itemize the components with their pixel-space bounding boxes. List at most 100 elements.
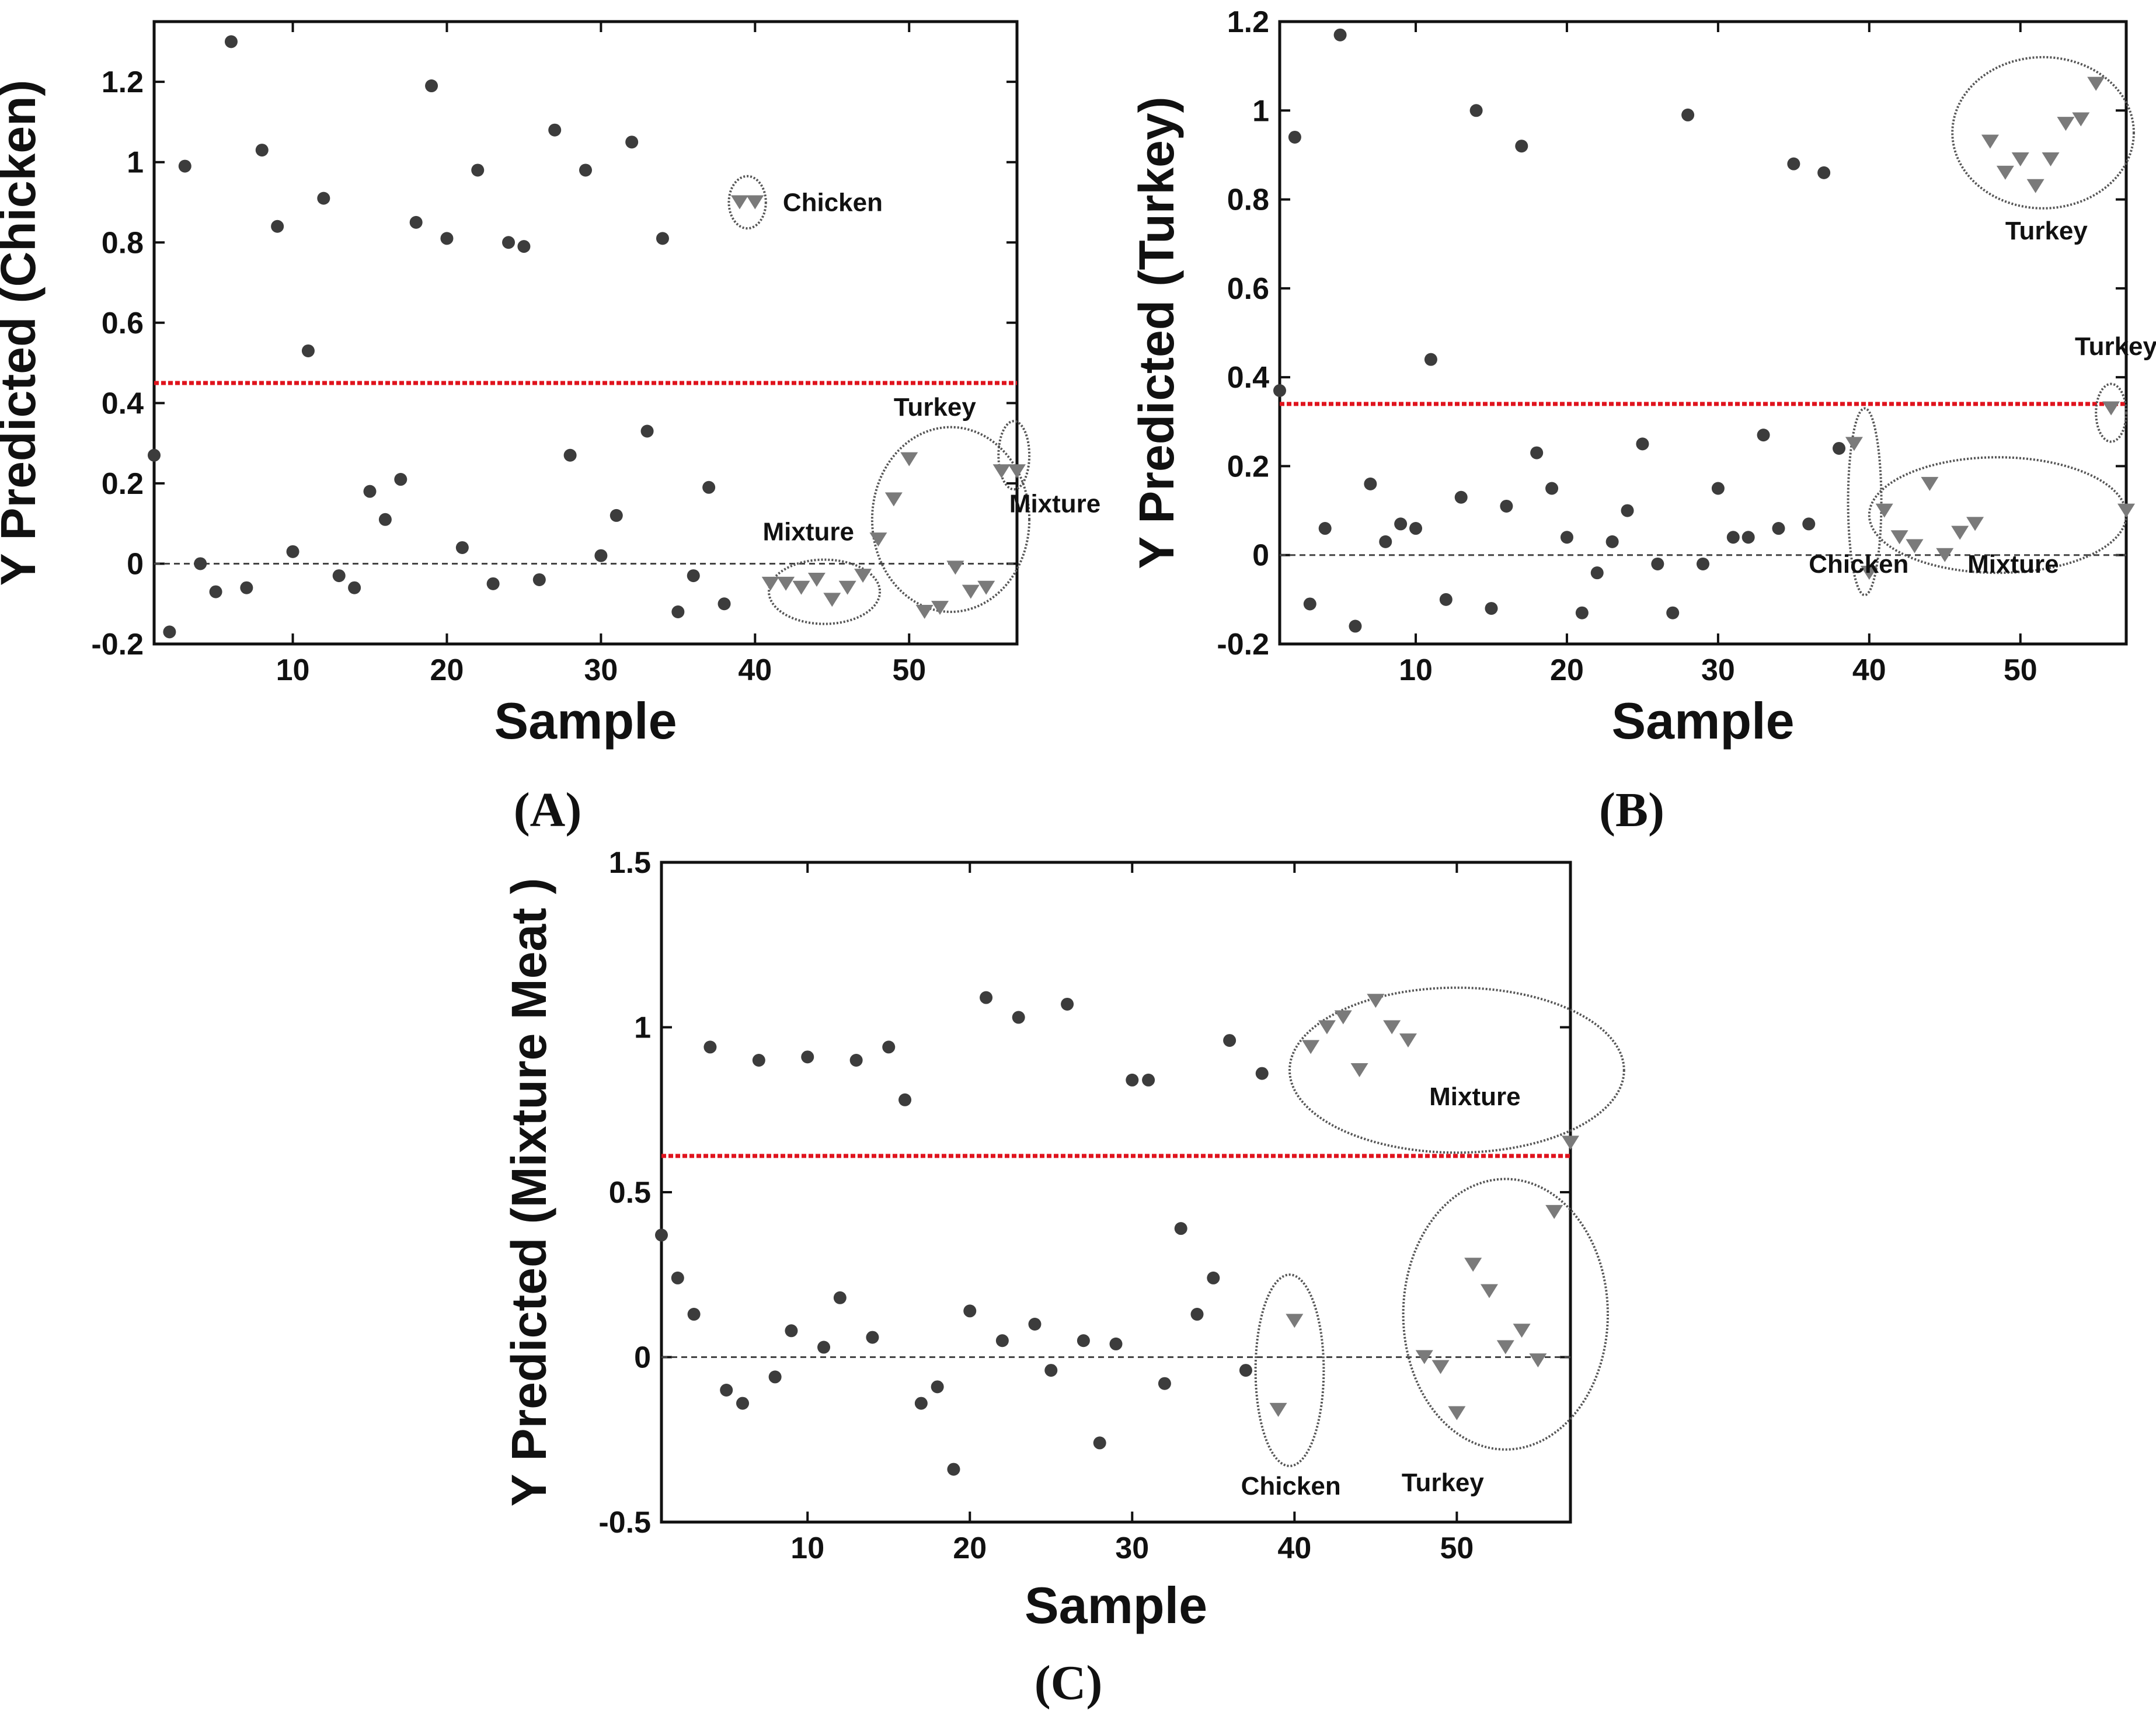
- group-label: Chicken: [1809, 550, 1908, 579]
- y-tick-label: -0.2: [1217, 628, 1269, 661]
- y-tick-label: 0.4: [102, 387, 144, 420]
- x-tick-label: 30: [1701, 653, 1735, 687]
- y-tick-label: 1: [1252, 94, 1269, 128]
- data-point-circle: [486, 577, 500, 590]
- data-point-triangle: [1875, 503, 1893, 518]
- data-point-circle: [255, 144, 269, 157]
- group-ellipse: [2095, 382, 2128, 443]
- data-point-triangle: [1981, 134, 1999, 149]
- data-point-circle: [687, 1308, 701, 1321]
- y-tick-label: 0.2: [1227, 450, 1269, 483]
- y-tick-label: 0.6: [102, 307, 144, 340]
- data-point-circle: [866, 1331, 879, 1344]
- data-point-circle: [1028, 1318, 1042, 1331]
- data-point-circle: [532, 573, 546, 586]
- data-point-circle: [1273, 384, 1286, 397]
- data-point-circle: [579, 163, 592, 177]
- data-point-circle: [717, 597, 731, 611]
- data-point-triangle: [1906, 539, 1924, 553]
- data-point-circle: [963, 1304, 977, 1318]
- data-point-triangle: [1302, 1040, 1320, 1054]
- data-point-triangle: [1008, 464, 1026, 479]
- data-point-triangle: [1860, 566, 1878, 580]
- data-point-circle: [1239, 1364, 1252, 1377]
- data-point-triangle: [900, 452, 918, 466]
- group-ellipse: [768, 558, 882, 625]
- y-tick-label: 0.4: [1227, 361, 1269, 395]
- data-point-circle: [640, 424, 654, 438]
- plot-frame: [660, 861, 1572, 1524]
- x-tick-label: 50: [2004, 653, 2037, 687]
- y-tick-label: 1: [634, 1011, 651, 1045]
- data-point-circle: [1061, 997, 1074, 1011]
- x-axis-label: Sample: [494, 692, 677, 750]
- y-tick-label: 0.6: [1227, 272, 1269, 306]
- data-point-triangle: [1480, 1284, 1498, 1298]
- data-point-circle: [332, 569, 346, 583]
- data-point-triangle: [1431, 1360, 1450, 1374]
- data-point-circle: [1500, 499, 1513, 513]
- group-label: Mixture: [1429, 1082, 1520, 1111]
- data-point-triangle: [823, 593, 841, 607]
- data-point-circle: [656, 232, 669, 245]
- data-point-triangle: [838, 580, 856, 595]
- data-point-circle: [1126, 1073, 1139, 1087]
- data-point-circle: [1757, 429, 1770, 442]
- data-point-circle: [687, 569, 700, 583]
- panel-caption: (C): [1035, 1656, 1103, 1710]
- data-point-circle: [1093, 1436, 1106, 1450]
- data-point-circle: [286, 545, 299, 558]
- data-point-triangle: [884, 492, 903, 507]
- x-tick-label: 50: [892, 653, 926, 687]
- data-point-circle: [1364, 477, 1377, 490]
- data-point-triangle: [2072, 112, 2090, 127]
- data-point-triangle: [1269, 1402, 1287, 1417]
- data-point-triangle: [1448, 1406, 1466, 1420]
- data-point-triangle: [1845, 437, 1863, 451]
- data-point-circle: [1394, 517, 1408, 531]
- data-point-circle: [768, 1370, 782, 1384]
- y-tick-label: 1.5: [609, 846, 651, 880]
- y-tick-label: 0: [634, 1341, 651, 1375]
- data-point-circle: [1109, 1337, 1123, 1350]
- group-label: Mixture: [1009, 489, 1100, 518]
- group-ellipse: [1254, 1273, 1325, 1467]
- x-tick-label: 20: [953, 1531, 987, 1565]
- y-tick-label: 1: [127, 146, 144, 180]
- data-point-circle: [947, 1463, 960, 1476]
- data-point-circle: [1560, 531, 1573, 544]
- data-point-circle: [1515, 140, 1528, 153]
- data-point-circle: [995, 1334, 1009, 1348]
- data-point-circle: [1303, 597, 1316, 611]
- data-point-circle: [752, 1054, 765, 1067]
- data-point-triangle: [1921, 476, 1939, 491]
- data-point-triangle: [1545, 1204, 1563, 1219]
- group-label: Mixture: [1967, 550, 2059, 579]
- data-point-triangle: [977, 580, 995, 595]
- data-point-circle: [394, 473, 407, 486]
- data-point-circle: [594, 549, 608, 562]
- data-point-circle: [425, 79, 438, 93]
- y-tick-label: 1.2: [102, 65, 144, 99]
- data-point-circle: [1142, 1073, 1155, 1087]
- x-tick-label: 40: [1277, 1531, 1311, 1565]
- data-point-circle: [301, 344, 315, 357]
- data-point-circle: [898, 1093, 912, 1106]
- data-point-triangle: [1951, 525, 1969, 540]
- data-point-triangle: [946, 560, 964, 575]
- y-tick-label: 0.2: [102, 467, 144, 501]
- data-point-circle: [609, 509, 623, 522]
- data-point-circle: [1666, 606, 1680, 619]
- data-point-circle: [1174, 1222, 1187, 1235]
- data-point-triangle: [915, 604, 934, 619]
- x-tick-label: 20: [430, 653, 464, 687]
- data-point-circle: [1741, 531, 1755, 544]
- group-ellipse: [1847, 407, 1883, 597]
- data-point-circle: [1333, 28, 1347, 41]
- y-axis-label: Y Predicted (Mixture Meat ): [501, 878, 556, 1507]
- data-point-circle: [833, 1291, 847, 1304]
- data-point-triangle: [962, 584, 980, 599]
- data-point-circle: [271, 220, 284, 233]
- y-tick-label: 0.8: [1227, 183, 1269, 217]
